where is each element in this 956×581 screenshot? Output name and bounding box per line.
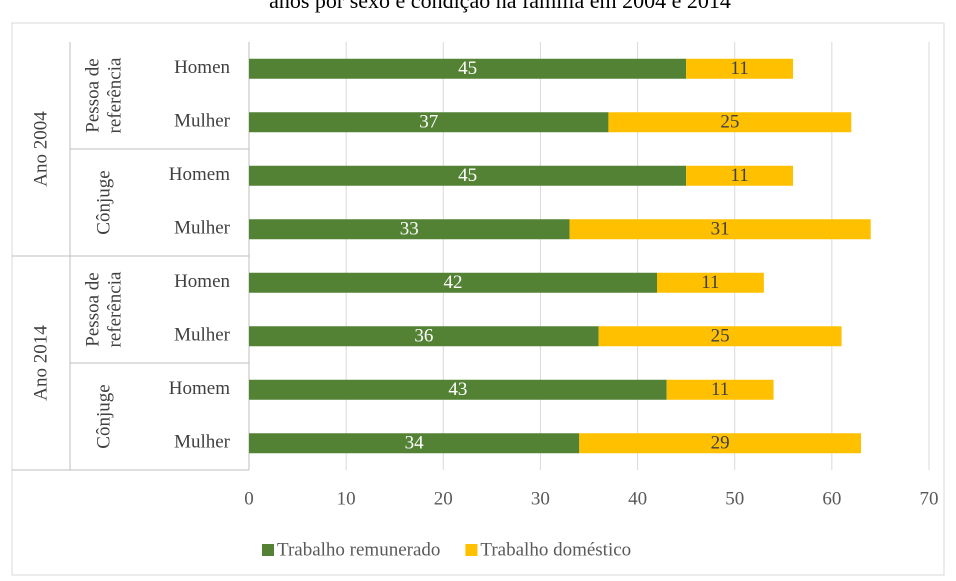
chart-title: anos por sexo e condição na família em 2…	[269, 0, 731, 13]
y-tick-label: Homen	[174, 57, 230, 78]
bar	[666, 379, 774, 400]
bar	[657, 272, 764, 293]
bar	[249, 112, 609, 133]
bar	[579, 433, 861, 454]
value-label: 29	[711, 433, 730, 454]
legend-swatch	[465, 544, 478, 556]
bar	[249, 165, 687, 186]
value-label: 45	[458, 165, 477, 186]
value-label: 25	[711, 326, 730, 347]
subgroup-label: Cônjuge	[93, 170, 114, 234]
value-label: 25	[720, 112, 739, 133]
x-tick-label: 30	[531, 488, 550, 509]
bar	[686, 165, 793, 186]
x-tick-label: 40	[628, 488, 647, 509]
subgroup-label: Cônjuge	[93, 384, 114, 448]
y-tick-label: Mulher	[174, 218, 231, 239]
subgroup-label: referência	[104, 57, 125, 133]
chart-frame	[11, 22, 945, 576]
value-label: 34	[405, 433, 425, 454]
x-tick-label: 10	[337, 488, 356, 509]
x-tick-label: 70	[920, 488, 939, 509]
bar	[249, 272, 657, 293]
subgroup-label: Pessoa de	[82, 58, 103, 132]
value-label: 11	[701, 272, 719, 293]
bar	[249, 58, 687, 79]
subgroup-label: Pessoa de	[82, 272, 103, 346]
y-tick-label: Homem	[169, 164, 230, 185]
y-tick-label: Mulher	[174, 432, 231, 453]
value-label: 45	[458, 58, 477, 79]
legend-swatch	[262, 544, 274, 556]
y-tick-label: Homen	[174, 271, 230, 292]
legend-label: Trabalho doméstico	[480, 539, 631, 560]
x-tick-label: 50	[725, 488, 744, 509]
value-label: 33	[400, 219, 419, 240]
value-label: 43	[448, 379, 467, 400]
bar	[249, 326, 599, 347]
bar	[598, 326, 842, 347]
group-label: Ano 2014	[30, 325, 51, 401]
y-tick-label: Homem	[169, 378, 230, 399]
bar	[249, 219, 570, 240]
bar	[569, 219, 871, 240]
group-label: Ano 2004	[30, 111, 51, 187]
value-label: 37	[419, 112, 438, 133]
value-label: 36	[414, 326, 433, 347]
value-label: 42	[444, 272, 463, 293]
bar	[249, 433, 580, 454]
x-tick-label: 20	[434, 488, 453, 509]
x-tick-label: 60	[822, 488, 841, 509]
y-tick-label: Mulher	[174, 111, 231, 132]
bar	[686, 58, 793, 79]
bar	[608, 112, 852, 133]
legend-label: Trabalho remunerado	[277, 539, 440, 560]
value-label: 11	[730, 165, 748, 186]
value-label: 31	[711, 219, 730, 240]
bar	[249, 379, 667, 400]
value-label: 11	[730, 58, 748, 79]
x-tick-label: 0	[244, 488, 254, 509]
y-tick-label: Mulher	[174, 325, 231, 346]
value-label: 11	[711, 379, 729, 400]
subgroup-label: referência	[104, 271, 125, 347]
